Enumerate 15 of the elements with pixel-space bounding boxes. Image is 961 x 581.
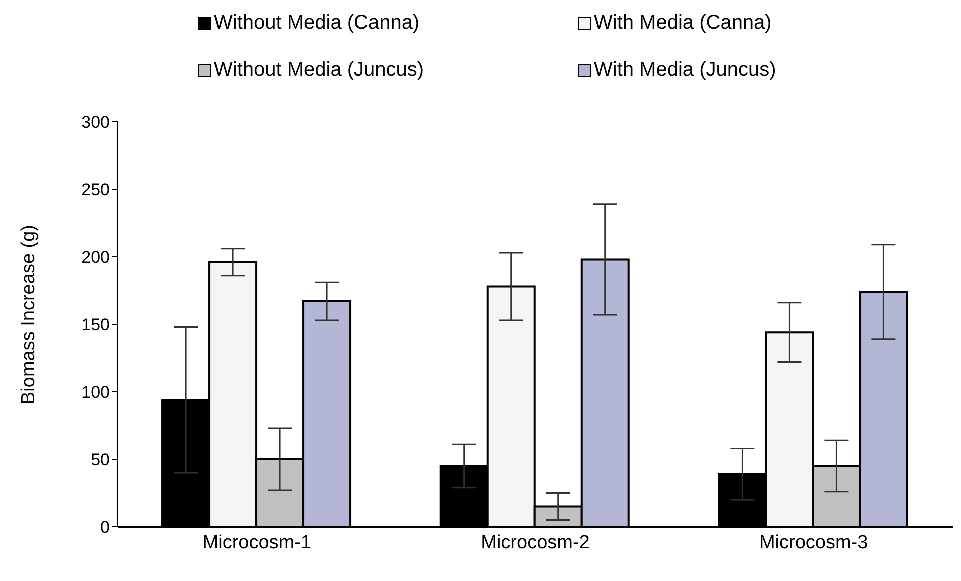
y-tick-label: 150 [82,316,110,335]
y-tick-label: 250 [82,180,110,200]
y-tick-label: 0 [100,518,110,538]
x-tick-label: Microcosm-2 [481,532,590,554]
x-tick-label: Microcosm-1 [202,532,312,554]
legend-label: With Media (Canna) [594,12,772,35]
y-tick-label: 50 [91,450,110,470]
legend-label: Without Media (Juncus) [214,59,424,82]
legend-label: With Media (Juncus) [594,59,776,82]
y-tick-label: 100 [82,383,110,402]
y-tick-label: 200 [82,248,110,268]
legend-label: Without Media (Canna) [214,12,420,35]
y-axis-title: Biomass Increase (g) [18,224,40,404]
y-tick-label: 300 [82,113,110,132]
x-tick-label: Microcosm-3 [759,532,868,554]
